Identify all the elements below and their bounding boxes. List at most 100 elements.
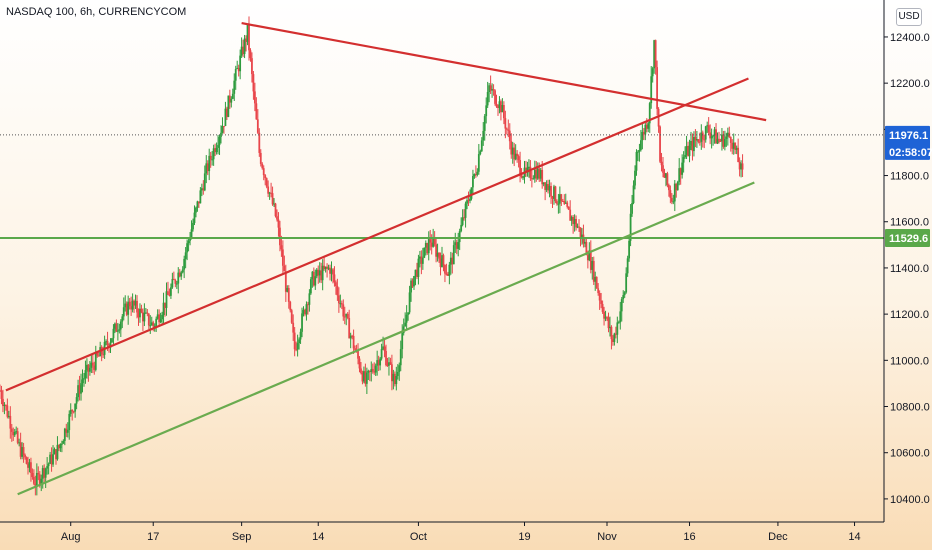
candle bbox=[364, 363, 367, 387]
candle bbox=[268, 191, 271, 200]
candle bbox=[124, 295, 127, 312]
candle-body bbox=[722, 134, 725, 147]
candle-body bbox=[68, 413, 71, 431]
candle bbox=[393, 371, 396, 387]
candle bbox=[252, 71, 255, 100]
candle-body bbox=[662, 165, 664, 173]
candle bbox=[298, 337, 300, 350]
candle-body bbox=[433, 238, 436, 245]
candle-body bbox=[444, 265, 446, 274]
candle bbox=[589, 240, 592, 274]
candle-body bbox=[625, 273, 628, 293]
candle-body bbox=[741, 163, 744, 170]
candle-body bbox=[582, 234, 585, 244]
candle bbox=[58, 444, 60, 452]
candle-body bbox=[612, 339, 614, 342]
candle-body bbox=[200, 188, 203, 191]
candle-body bbox=[354, 348, 356, 350]
candle bbox=[735, 145, 738, 155]
candle-body bbox=[255, 103, 258, 120]
candle-body bbox=[700, 132, 703, 142]
candle-body bbox=[451, 257, 454, 265]
x-tick-label: 17 bbox=[147, 531, 159, 543]
candle-body bbox=[86, 364, 88, 371]
candle bbox=[130, 296, 133, 316]
candle-body bbox=[479, 151, 482, 155]
candle bbox=[528, 159, 530, 178]
last-price-badge-bg bbox=[885, 125, 930, 160]
candle bbox=[391, 354, 393, 391]
candle bbox=[402, 318, 405, 336]
candle bbox=[635, 149, 638, 176]
candle bbox=[221, 117, 224, 134]
candle bbox=[561, 198, 564, 202]
candle-body bbox=[654, 40, 657, 68]
candle bbox=[208, 148, 211, 181]
candle bbox=[452, 240, 455, 265]
candle bbox=[86, 358, 88, 379]
candle bbox=[327, 264, 330, 271]
candle-body bbox=[597, 288, 600, 294]
candle-body bbox=[180, 272, 183, 277]
candle-body bbox=[323, 265, 326, 269]
candle-body bbox=[380, 349, 383, 359]
candle bbox=[121, 314, 124, 329]
candle-body bbox=[221, 126, 224, 133]
candle bbox=[623, 291, 626, 298]
candle-body bbox=[22, 447, 25, 455]
candle-body bbox=[18, 442, 21, 444]
y-tick-label: 12400.0 bbox=[890, 32, 930, 44]
candle-body bbox=[536, 168, 539, 179]
candle-body bbox=[87, 364, 90, 372]
candle-body bbox=[489, 85, 492, 91]
candle bbox=[629, 204, 632, 247]
candle-body bbox=[491, 89, 493, 91]
candle bbox=[239, 49, 242, 80]
candle bbox=[206, 160, 209, 176]
candle-body bbox=[454, 242, 457, 246]
candle-body bbox=[504, 118, 507, 129]
candle-body bbox=[90, 362, 93, 368]
candle-body bbox=[457, 242, 460, 249]
candle-body bbox=[370, 368, 373, 372]
candle-body bbox=[449, 257, 452, 265]
candle-body bbox=[600, 300, 603, 304]
candle bbox=[199, 187, 202, 204]
candle bbox=[597, 283, 600, 296]
candle bbox=[211, 151, 214, 166]
resistance-trendline bbox=[241, 22, 767, 122]
candle-body bbox=[35, 472, 38, 487]
candle-body bbox=[676, 181, 679, 191]
candle bbox=[532, 175, 535, 180]
candle bbox=[214, 143, 217, 157]
candle-body bbox=[416, 269, 418, 277]
candle-body bbox=[165, 291, 168, 308]
candle-body bbox=[190, 229, 193, 239]
candle-body bbox=[591, 260, 594, 270]
candle-body bbox=[682, 157, 685, 163]
candle-body bbox=[218, 136, 221, 146]
candle-body bbox=[158, 314, 161, 323]
candle-body bbox=[483, 116, 486, 131]
candle-body bbox=[532, 178, 535, 180]
chart-title: NASDAQ 100, 6h, CURRENCYCOM bbox=[6, 6, 187, 18]
x-tick-label: Aug bbox=[61, 531, 81, 543]
candle-body bbox=[343, 316, 346, 318]
candle-body bbox=[217, 145, 219, 148]
candle bbox=[111, 337, 113, 343]
candle-body bbox=[681, 162, 684, 175]
candle bbox=[172, 271, 175, 281]
candle-body bbox=[289, 301, 292, 311]
currency-button[interactable]: USD bbox=[896, 8, 922, 26]
candle-body bbox=[726, 132, 729, 137]
candle bbox=[245, 35, 247, 52]
candle bbox=[632, 180, 635, 205]
candle bbox=[442, 253, 445, 272]
candle-body bbox=[556, 201, 558, 204]
candle-body bbox=[261, 163, 264, 169]
candle-body bbox=[576, 226, 579, 228]
candle bbox=[284, 264, 287, 302]
candle-body bbox=[280, 245, 283, 250]
